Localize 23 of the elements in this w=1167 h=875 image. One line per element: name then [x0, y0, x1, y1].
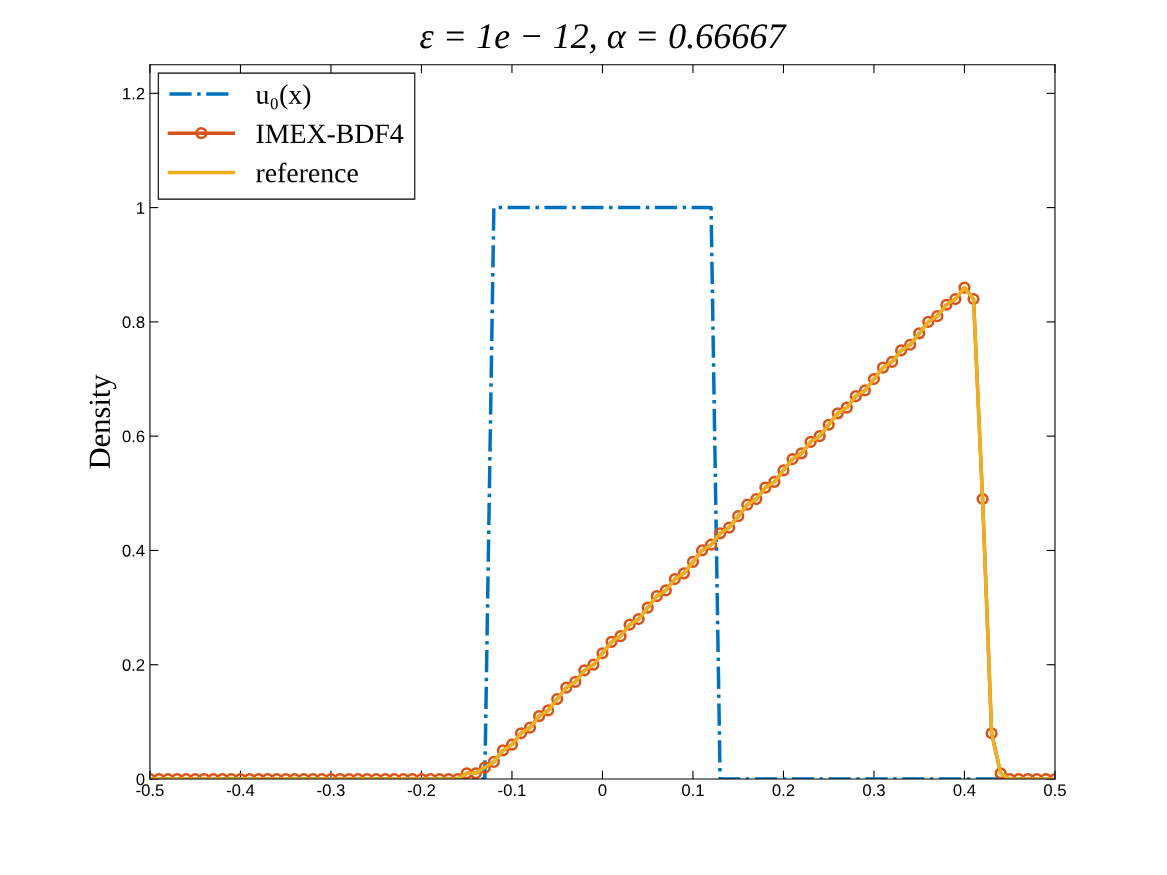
x-tick-label: 0.5	[1044, 784, 1066, 797]
x-tick-label: 0.1	[682, 784, 704, 797]
x-tick-label: -0.2	[407, 784, 435, 797]
legend-label: reference	[256, 162, 358, 183]
y-tick-label: 0.4	[122, 544, 145, 557]
x-tick-label: -0.3	[317, 784, 345, 797]
y-tick-label: 0.8	[122, 316, 145, 329]
y-tick-label: 1.2	[123, 87, 145, 100]
y-tick-label: 0.6	[122, 430, 145, 443]
x-tick-label: -0.1	[498, 784, 526, 797]
chart-title: ε = 1e − 12, α = 0.66667	[420, 24, 787, 54]
legend-label: IMEX-BDF4	[256, 124, 404, 143]
legend-label: u₀(x)	[255, 84, 311, 110]
x-tick-label: -0.4	[226, 784, 255, 797]
y-tick-label: 1	[137, 202, 145, 214]
x-tick-label: 0.4	[953, 784, 976, 797]
y-tick-label: 0.2	[122, 659, 145, 671]
x-tick-label: -0.5	[136, 784, 164, 797]
x-tick-label: 0	[598, 784, 607, 797]
x-tick-label: 0.3	[863, 784, 885, 797]
y-tick-label: 0	[136, 773, 145, 786]
x-tick-label: 0.2	[772, 784, 795, 797]
y-axis-title: Density	[89, 374, 117, 469]
